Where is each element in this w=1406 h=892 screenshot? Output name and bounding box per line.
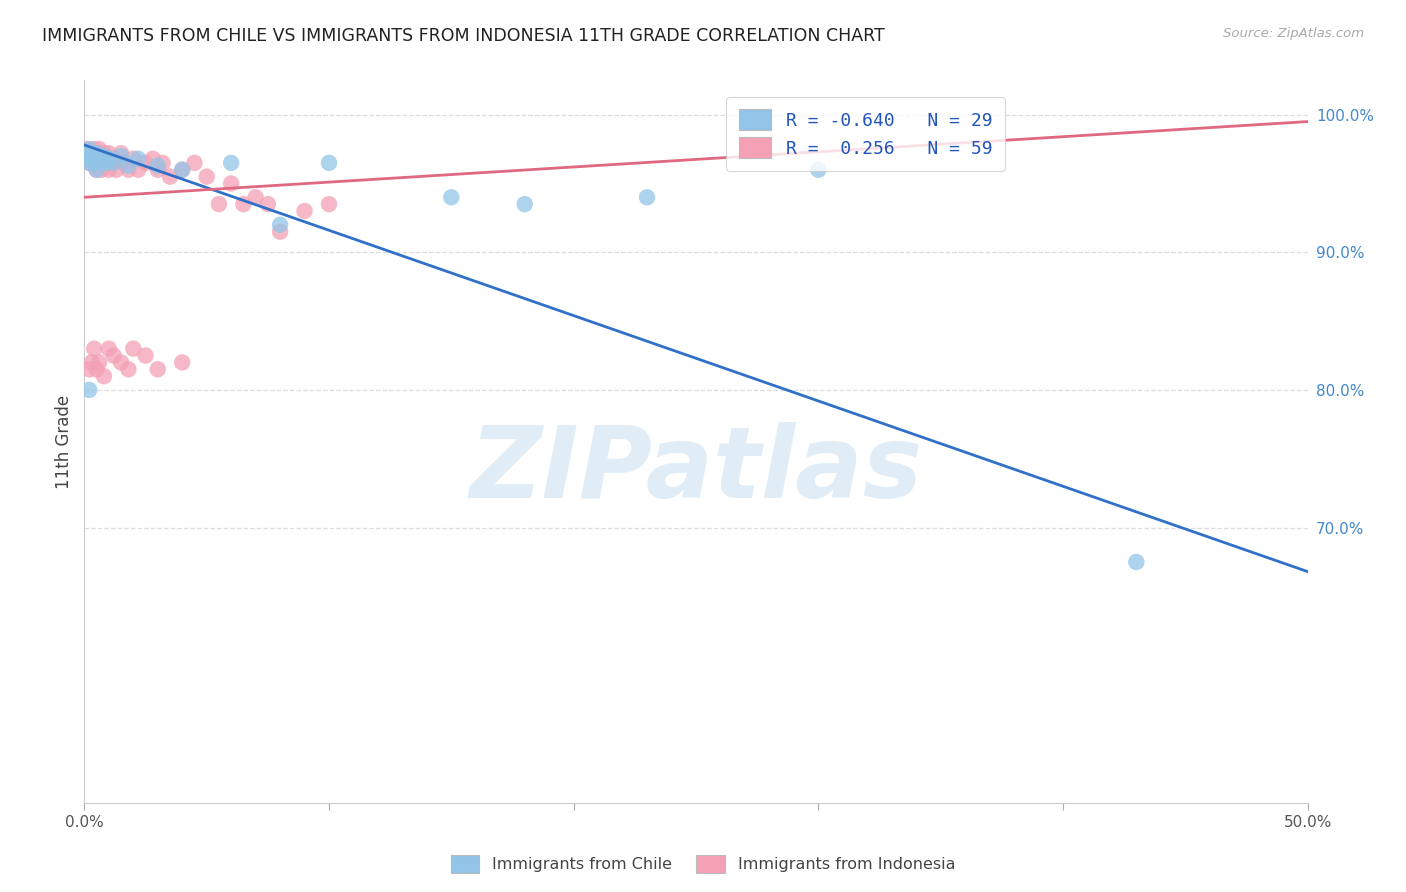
Point <box>195 169 218 184</box>
Point <box>90 156 112 170</box>
Point <box>135 156 157 170</box>
Point <box>77 362 100 376</box>
Point <box>103 349 125 363</box>
Point <box>172 162 194 177</box>
Legend: Immigrants from Chile, Immigrants from Indonesia: Immigrants from Chile, Immigrants from I… <box>444 848 962 880</box>
Point <box>142 152 165 166</box>
Point <box>110 146 132 161</box>
Point <box>97 342 120 356</box>
Point <box>636 190 658 204</box>
Point <box>83 156 105 170</box>
Point <box>83 342 105 356</box>
Point <box>100 156 122 170</box>
Point <box>318 156 340 170</box>
Point <box>86 146 108 161</box>
Point <box>146 362 169 376</box>
Point <box>83 156 105 170</box>
Point <box>80 152 103 166</box>
Point <box>159 169 181 184</box>
Point <box>513 197 536 211</box>
Point <box>77 383 100 397</box>
Point <box>294 204 316 219</box>
Point <box>103 156 125 170</box>
Point <box>269 218 291 232</box>
Point <box>87 152 110 166</box>
Point <box>127 162 149 177</box>
Point <box>105 162 128 177</box>
Point <box>208 197 231 211</box>
Point <box>87 156 110 170</box>
Point <box>97 162 120 177</box>
Point <box>83 142 105 156</box>
Point <box>245 190 267 204</box>
Point <box>146 162 169 177</box>
Point <box>135 349 157 363</box>
Point <box>269 225 291 239</box>
Point <box>87 355 110 369</box>
Point <box>232 197 254 211</box>
Point <box>172 162 194 177</box>
Point <box>80 146 103 161</box>
Point <box>76 152 98 166</box>
Point <box>122 342 145 356</box>
Point <box>87 142 110 156</box>
Point <box>77 149 100 163</box>
Text: IMMIGRANTS FROM CHILE VS IMMIGRANTS FROM INDONESIA 11TH GRADE CORRELATION CHART: IMMIGRANTS FROM CHILE VS IMMIGRANTS FROM… <box>42 27 884 45</box>
Y-axis label: 11th Grade: 11th Grade <box>55 394 73 489</box>
Point <box>110 355 132 369</box>
Point <box>103 152 125 166</box>
Legend: R = -0.640   N = 29, R =  0.256   N = 59: R = -0.640 N = 29, R = 0.256 N = 59 <box>725 96 1005 170</box>
Point <box>86 362 108 376</box>
Point <box>77 156 100 170</box>
Point <box>127 152 149 166</box>
Point <box>86 162 108 177</box>
Point <box>77 142 100 156</box>
Point <box>73 149 96 163</box>
Point <box>112 156 135 170</box>
Point <box>93 149 115 163</box>
Point <box>219 177 242 191</box>
Point <box>86 152 108 166</box>
Point <box>93 156 115 170</box>
Point <box>152 156 174 170</box>
Point <box>90 152 112 166</box>
Point <box>122 152 145 166</box>
Point <box>257 197 280 211</box>
Point <box>76 142 98 156</box>
Point <box>93 369 115 384</box>
Point <box>117 162 139 177</box>
Point <box>90 162 112 177</box>
Point <box>110 149 132 163</box>
Point <box>117 159 139 173</box>
Point <box>77 156 100 170</box>
Point <box>117 362 139 376</box>
Point <box>97 152 120 166</box>
Point <box>76 152 98 166</box>
Point <box>219 156 242 170</box>
Point <box>807 162 830 177</box>
Point <box>1125 555 1147 569</box>
Point <box>183 156 205 170</box>
Point <box>172 355 194 369</box>
Text: Source: ZipAtlas.com: Source: ZipAtlas.com <box>1223 27 1364 40</box>
Point <box>440 190 463 204</box>
Point <box>73 146 96 161</box>
Point <box>97 146 120 161</box>
Point <box>93 146 115 161</box>
Point <box>76 146 98 161</box>
Text: ZIPatlas: ZIPatlas <box>470 422 922 519</box>
Point <box>96 152 118 166</box>
Point <box>318 197 340 211</box>
Point <box>80 152 103 166</box>
Point <box>86 162 108 177</box>
Point <box>146 159 169 173</box>
Point <box>80 355 103 369</box>
Point <box>96 156 118 170</box>
Point <box>86 146 108 161</box>
